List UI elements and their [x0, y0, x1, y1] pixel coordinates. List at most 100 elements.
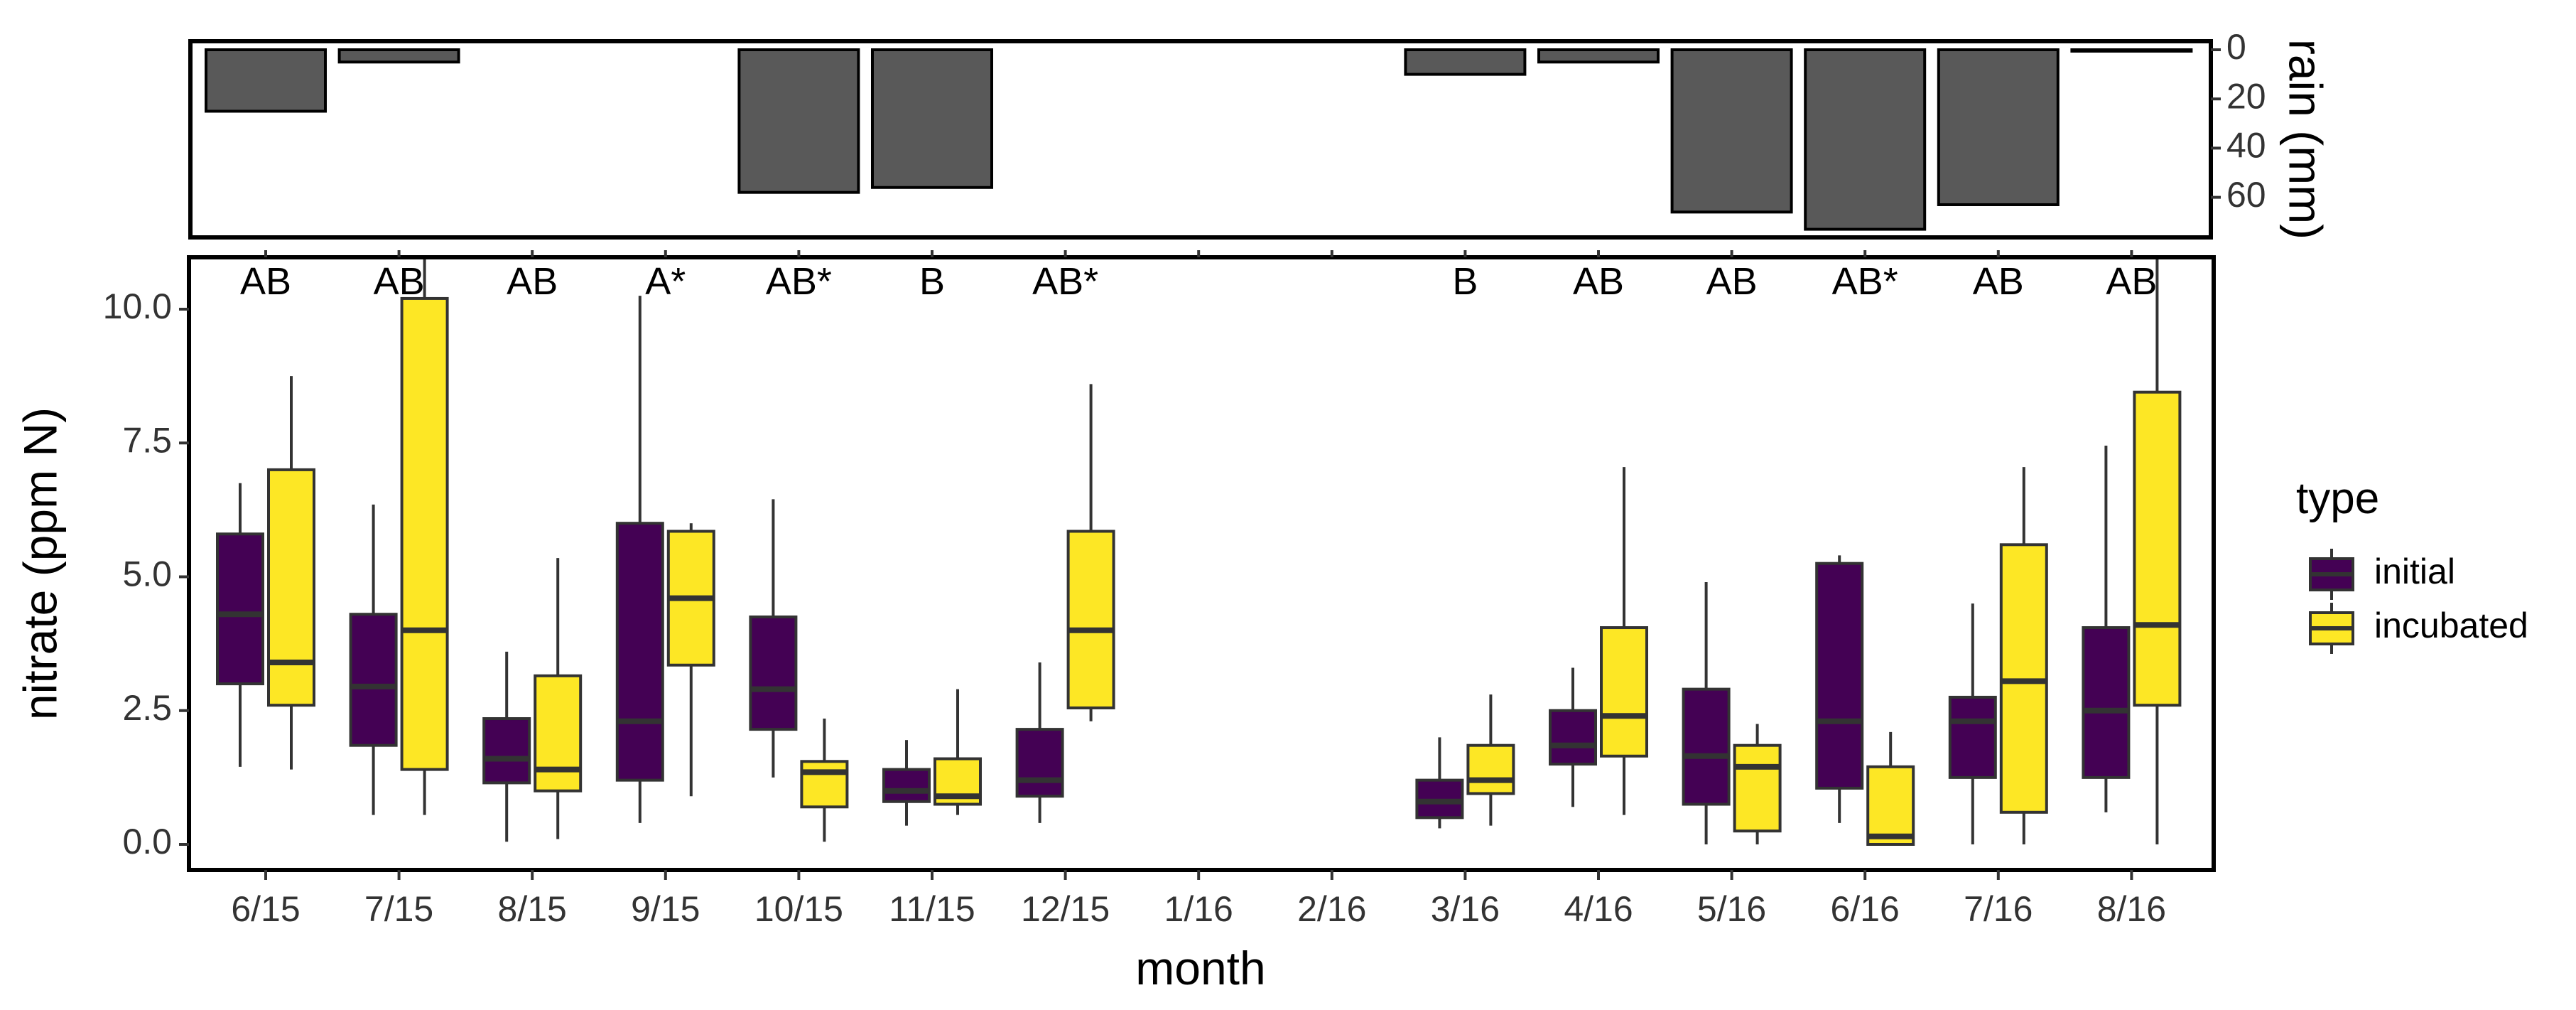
- month-tick-label: 7/16: [1964, 889, 2033, 929]
- rain-bar: [1804, 48, 1927, 231]
- rain-y-axis: 0 20 40 60: [2211, 27, 2266, 215]
- boxplots: [216, 259, 2182, 846]
- significance-letter: AB: [2106, 260, 2157, 303]
- significance-letter: A*: [645, 260, 686, 303]
- boxplot-incubated: [267, 376, 315, 770]
- boxplot-incubated: [1733, 724, 1782, 844]
- month-x-axis: 6/15 7/15 8/15 9/15 10/15 11/15 12/15 1/16 2/16 3…: [231, 250, 2166, 929]
- box: [749, 615, 798, 731]
- rain-bar: [871, 48, 993, 189]
- month-tick-label: 10/15: [754, 889, 843, 929]
- nitrate-y-tick-label: 5.0: [122, 554, 172, 594]
- significance-letter: AB: [240, 260, 291, 303]
- box: [349, 613, 398, 747]
- nitrate-y-tick-label: 10.0: [103, 286, 172, 326]
- nitrate-axis-title: nitrate (ppm N): [13, 407, 66, 720]
- boxplot-initial: [216, 483, 264, 767]
- boxplot-incubated: [1066, 384, 1115, 721]
- boxplot-initial: [1415, 737, 1464, 829]
- box: [1549, 709, 1597, 766]
- boxplot-initial: [1948, 603, 1997, 844]
- month-tick-label: 4/16: [1564, 889, 1633, 929]
- rain-bar: [737, 48, 860, 194]
- box: [400, 296, 449, 771]
- month-tick-label: 6/16: [1831, 889, 1900, 929]
- significance-letter: AB*: [766, 260, 832, 303]
- significance-letter: AB: [1973, 260, 2024, 303]
- boxplot-initial: [349, 504, 398, 815]
- significance-letter: AB*: [1832, 260, 1898, 303]
- boxplot-incubated: [400, 259, 449, 815]
- month-tick-label: 3/16: [1431, 889, 1500, 929]
- legend: type initial incubated: [2296, 474, 2528, 654]
- month-tick-label: 12/15: [1021, 889, 1110, 929]
- boxplot-incubated: [1466, 694, 1515, 826]
- significance-letter: B: [1452, 260, 1478, 303]
- month-tick-label: 1/16: [1164, 889, 1233, 929]
- box: [882, 768, 931, 803]
- nitrate-y-tick-label: 7.5: [122, 420, 172, 460]
- box: [1733, 743, 1782, 833]
- box: [216, 532, 264, 686]
- box: [1066, 530, 1115, 709]
- significance-letter: B: [919, 260, 945, 303]
- box: [1866, 765, 1915, 846]
- rain-y-tick-label: 20: [2226, 76, 2266, 116]
- month-tick-label: 6/15: [231, 889, 300, 929]
- box: [2082, 626, 2131, 779]
- legend-label: initial: [2374, 552, 2455, 591]
- boxplot-initial: [1549, 667, 1597, 807]
- month-tick-label: 2/16: [1297, 889, 1366, 929]
- boxplot-initial: [749, 499, 798, 778]
- box: [534, 674, 583, 793]
- rain-y-tick-label: 60: [2226, 175, 2266, 215]
- boxplot-initial: [615, 296, 664, 823]
- box: [1815, 562, 1864, 790]
- month-tick-label: 8/15: [498, 889, 567, 929]
- significance-letter: AB*: [1032, 260, 1098, 303]
- legend-title: type: [2296, 474, 2379, 523]
- legend-entries: initial incubated: [2309, 549, 2528, 654]
- rain-bars: [205, 48, 2193, 231]
- box: [1600, 626, 1648, 758]
- boxplot-incubated: [933, 689, 982, 815]
- boxplot-initial: [1815, 555, 1864, 823]
- significance-letter: AB: [1573, 260, 1624, 303]
- boxplot-incubated: [534, 558, 583, 839]
- month-tick-label: 9/15: [631, 889, 700, 929]
- box: [615, 522, 664, 782]
- boxplot-initial: [1682, 582, 1731, 844]
- nitrate-panel: AB AB AB A* AB* B AB* B AB AB AB* AB AB 0.0 2.5 5.0 7.5…: [13, 250, 2216, 994]
- month-tick-label: 8/16: [2097, 889, 2166, 929]
- significance-letter: AB: [374, 260, 425, 303]
- nitrate-y-axis: 0.0 2.5 5.0 7.5 10.0: [103, 286, 189, 861]
- nitrate-y-tick-label: 2.5: [122, 688, 172, 728]
- rain-y-tick-label: 0: [2226, 27, 2246, 67]
- rain-bar: [337, 48, 460, 64]
- significance-letter: AB: [1706, 260, 1758, 303]
- boxplot-initial: [882, 740, 931, 826]
- significance-letters: AB AB AB A* AB* B AB* B AB AB AB* AB AB: [240, 260, 2157, 303]
- rain-y-tick-label: 40: [2226, 126, 2266, 166]
- month-axis-title: month: [1135, 942, 1265, 994]
- nitrate-y-tick-label: 0.0: [122, 822, 172, 861]
- box: [1015, 728, 1064, 798]
- boxplot-incubated: [800, 719, 849, 842]
- box: [1466, 743, 1515, 795]
- box: [1948, 695, 1997, 779]
- boxplot-incubated: [2133, 259, 2182, 844]
- rain-bar: [1670, 48, 1793, 214]
- boxplot-initial: [482, 651, 531, 842]
- nitrate-panel-border: [187, 255, 2216, 872]
- boxplot-incubated: [1999, 467, 2048, 844]
- legend-entry-initial: initial: [2309, 549, 2455, 600]
- boxplot-incubated: [1600, 467, 1648, 815]
- box: [482, 717, 531, 785]
- legend-entry-incubated: incubated: [2309, 603, 2528, 654]
- box: [267, 468, 315, 707]
- month-tick-label: 5/16: [1697, 889, 1766, 929]
- significance-letter: AB: [507, 260, 558, 303]
- rain-panel-border: [188, 39, 2213, 240]
- boxplot-incubated: [1866, 731, 1915, 846]
